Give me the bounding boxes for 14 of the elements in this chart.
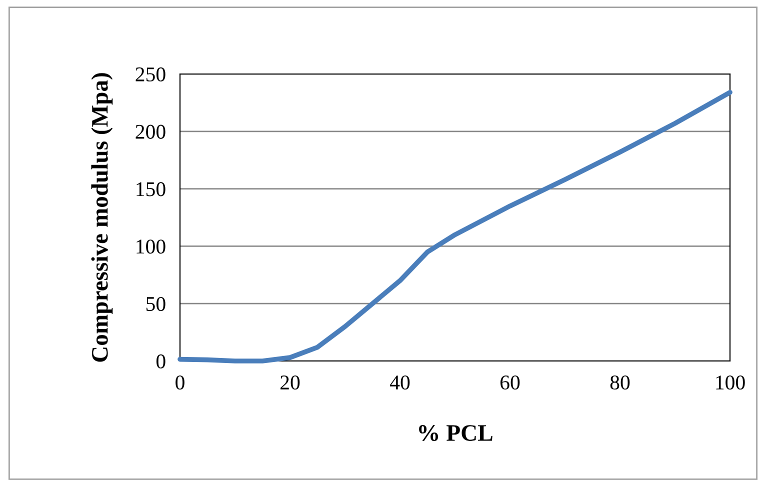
x-tick-label: 60: [500, 375, 520, 390]
x-tick-label: 80: [610, 375, 630, 390]
y-axis-title: Compressive modulus (Mpa): [91, 73, 113, 362]
y-tick-label: 200: [136, 124, 166, 139]
x-axis-title: % PCL: [419, 425, 492, 442]
x-tick-label: 40: [390, 375, 410, 390]
y-tick-label: 0: [156, 354, 166, 368]
x-tick-label: 0: [176, 375, 184, 390]
y-tick-label: 100: [136, 240, 166, 254]
x-tick-label: 100: [716, 375, 745, 390]
y-tick-label: 150: [136, 182, 166, 196]
x-tick-label: 20: [280, 375, 300, 390]
y-tick-label: 250: [136, 67, 166, 82]
y-tick-label: 50: [146, 296, 166, 312]
